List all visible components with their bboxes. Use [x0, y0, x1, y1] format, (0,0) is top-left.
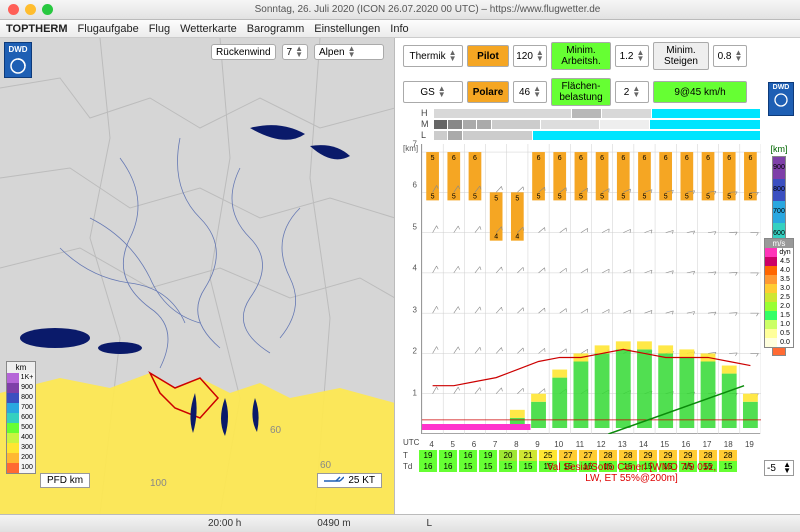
statusbar: 20:00 h 0490 m L: [0, 514, 800, 532]
svg-text:5: 5: [748, 193, 752, 200]
pfd-label: PFD km: [40, 473, 90, 488]
svg-text:5: 5: [643, 193, 647, 200]
zoom-icon[interactable]: [42, 4, 53, 15]
map-background: 60 60 100: [0, 38, 394, 514]
utc-label: UTC: [403, 438, 419, 447]
svg-text:6: 6: [664, 155, 668, 162]
menu-flugaufgabe[interactable]: Flugaufgabe: [78, 23, 139, 35]
menu-wetterkarte[interactable]: Wetterkarte: [180, 23, 237, 35]
param-cell[interactable]: 0.8▲▼: [713, 45, 747, 67]
map-panel[interactable]: 60 60 100: [0, 38, 395, 514]
tailwind-label: Rückenwind: [216, 47, 270, 58]
param-cell: Flächen-belastung: [551, 78, 611, 106]
td-label: Td: [403, 462, 417, 471]
svg-text:6: 6: [579, 155, 583, 162]
svg-text:5: 5: [685, 193, 689, 200]
svg-text:4: 4: [515, 234, 519, 241]
svg-text:60: 60: [270, 425, 282, 436]
param-cell: Pilot: [467, 45, 509, 67]
param-cell: Minim. Arbeitsh.: [551, 42, 611, 70]
param-cell[interactable]: 1.2▲▼: [615, 45, 649, 67]
param-cell[interactable]: 2▲▼: [615, 81, 649, 103]
region-select[interactable]: Alpen ▲▼: [314, 44, 384, 60]
svg-text:5: 5: [727, 193, 731, 200]
param-row-2: GS▲▼Polare46▲▼Flächen-belastung2▲▼9@45 k…: [395, 74, 800, 110]
svg-text:5: 5: [515, 195, 519, 202]
map-svg: 60 60 100: [0, 38, 395, 514]
menu-einstellungen[interactable]: Einstellungen: [314, 23, 380, 35]
param-cell[interactable]: 46▲▼: [513, 81, 547, 103]
svg-text:4: 4: [494, 234, 498, 241]
svg-text:6: 6: [685, 155, 689, 162]
svg-text:6: 6: [558, 155, 562, 162]
location-text: Val Sesia/Sotto Ceneri [WMO 7/9 05z, LW,…: [543, 462, 720, 484]
svg-text:60: 60: [320, 460, 332, 471]
menubar: TOPTHERM Flugaufgabe Flug Wetterkarte Ba…: [0, 20, 800, 38]
app-name[interactable]: TOPTHERM: [6, 23, 68, 35]
svg-text:6: 6: [706, 155, 710, 162]
t-label: T: [403, 451, 417, 460]
param-cell: 9@45 km/h: [653, 81, 747, 103]
svg-text:5: 5: [579, 193, 583, 200]
window-titlebar: Sonntag, 26. Juli 2020 (ICON 26.07.2020 …: [0, 0, 800, 20]
svg-text:5: 5: [621, 193, 625, 200]
chart-area: HML [km] 7654321 55656554546565656565656…: [403, 108, 760, 484]
svg-text:6: 6: [600, 155, 604, 162]
svg-text:6: 6: [727, 155, 731, 162]
status-time: 20:00 h: [200, 518, 249, 529]
window-title: Sonntag, 26. Juli 2020 (ICON 26.07.2020 …: [63, 4, 792, 15]
svg-text:5: 5: [664, 193, 668, 200]
traffic-lights: [8, 4, 53, 15]
param-cell: Polare: [467, 81, 509, 103]
dwd-logo-right: DWD: [768, 82, 794, 116]
stepper-icon[interactable]: ▲▼: [783, 462, 791, 474]
tailwind-control[interactable]: Rückenwind: [211, 44, 275, 60]
param-cell[interactable]: 120▲▼: [513, 45, 547, 67]
param-cell[interactable]: Thermik▲▼: [403, 45, 463, 67]
svg-text:5: 5: [494, 195, 498, 202]
svg-text:5: 5: [600, 193, 604, 200]
offset-spinner[interactable]: -5 ▲▼: [764, 460, 794, 476]
status-altitude: 0490 m: [309, 518, 358, 529]
svg-text:5: 5: [431, 193, 435, 200]
dropdown-icon[interactable]: ▲▼: [348, 46, 356, 58]
y-axis: 7654321: [403, 144, 419, 434]
param-row-1: Thermik▲▼Pilot120▲▼Minim. Arbeitsh.1.2▲▼…: [395, 38, 800, 74]
menu-barogramm[interactable]: Barogramm: [247, 23, 304, 35]
speed-indicator: 25 KT: [317, 473, 382, 488]
chart-panel: Thermik▲▼Pilot120▲▼Minim. Arbeitsh.1.2▲▼…: [395, 38, 800, 514]
minimize-icon[interactable]: [25, 4, 36, 15]
svg-text:5: 5: [558, 193, 562, 200]
tailwind-value[interactable]: 7 ▲▼: [282, 44, 308, 60]
svg-text:5: 5: [537, 193, 541, 200]
svg-text:6: 6: [452, 155, 456, 162]
svg-text:100: 100: [150, 478, 167, 489]
svg-text:6: 6: [537, 155, 541, 162]
km-legend: km 1K+900800700600500400300200100: [6, 361, 36, 474]
param-cell[interactable]: GS▲▼: [403, 81, 463, 103]
ms-scale: m/s dyn4.54.03.53.02.52.01.51.00.50.0: [764, 238, 794, 348]
dwd-logo: DWD: [4, 42, 32, 78]
svg-text:5: 5: [473, 193, 477, 200]
svg-text:5: 5: [706, 193, 710, 200]
legend-header: km: [7, 362, 35, 373]
main-chart: 5 5 6 5 6 5 5 4 5 4 6 5 6 5 6 5 6 5 6 5 6 5 6 5 6 5 6 5 6 5 6 5: [421, 144, 760, 434]
svg-text:5: 5: [452, 193, 456, 200]
menu-info[interactable]: Info: [390, 23, 408, 35]
close-icon[interactable]: [8, 4, 19, 15]
stepper-icon[interactable]: ▲▼: [295, 46, 303, 58]
svg-text:6: 6: [643, 155, 647, 162]
svg-text:6: 6: [748, 155, 752, 162]
svg-text:6: 6: [621, 155, 625, 162]
param-cell: Minim. Steigen: [653, 42, 709, 70]
dwd-text: DWD: [8, 45, 27, 54]
status-layer: L: [418, 518, 440, 529]
menu-flug[interactable]: Flug: [149, 23, 170, 35]
svg-text:5: 5: [431, 155, 435, 162]
svg-text:6: 6: [473, 155, 477, 162]
cloud-cover-bars: HML: [421, 108, 760, 141]
wind-barb-icon: [324, 476, 344, 486]
x-axis-labels: 45678910111213141516171819: [421, 440, 760, 449]
